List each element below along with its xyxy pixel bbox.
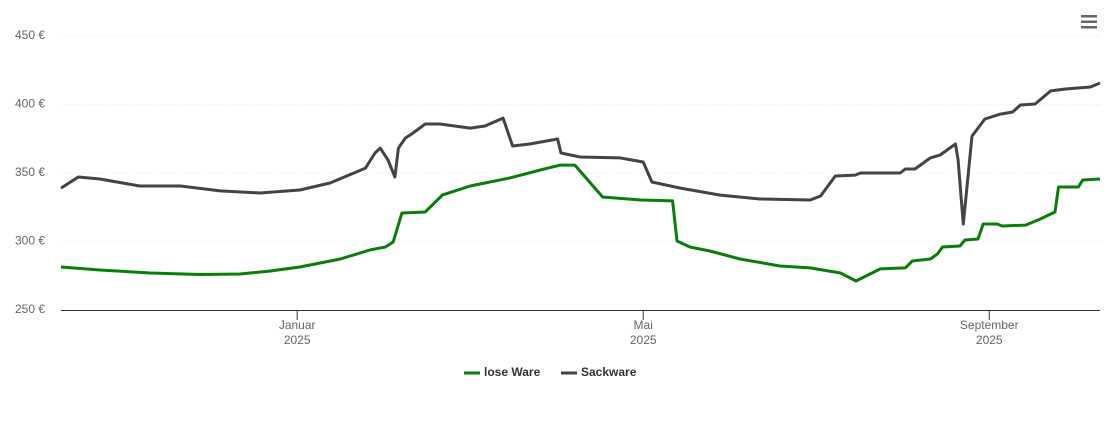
x-tick-year: 2025: [976, 333, 1003, 347]
menu-button[interactable]: [1081, 15, 1097, 29]
menu-bar: [1081, 20, 1097, 23]
y-tick-label: 400 €: [15, 97, 45, 111]
x-tick-label: Januar: [279, 318, 316, 332]
y-tick-label: 300 €: [15, 234, 45, 248]
series-line: [60, 163, 1101, 283]
x-tick-year: 2025: [630, 333, 657, 347]
menu-bar: [1081, 26, 1097, 29]
x-tick-label: Mai: [634, 318, 653, 332]
menu-bar: [1081, 15, 1097, 18]
series-line: [60, 81, 1101, 226]
x-tick-year: 2025: [284, 333, 311, 347]
y-tick-label: 350 €: [15, 165, 45, 179]
legend-label[interactable]: lose Ware: [484, 365, 541, 379]
y-tick-label: 250 €: [15, 302, 45, 316]
y-tick-label: 450 €: [15, 28, 45, 42]
legend-label[interactable]: Sackware: [581, 365, 637, 379]
x-tick-label: September: [960, 318, 1019, 332]
